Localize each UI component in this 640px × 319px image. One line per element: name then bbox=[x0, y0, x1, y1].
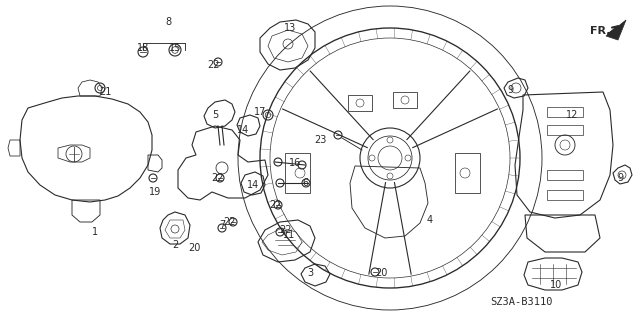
Text: 6: 6 bbox=[302, 178, 308, 188]
Text: 9: 9 bbox=[617, 173, 623, 183]
Text: 23: 23 bbox=[314, 135, 326, 145]
Text: 20: 20 bbox=[188, 243, 200, 253]
Text: 19: 19 bbox=[149, 187, 161, 197]
Text: 1: 1 bbox=[92, 227, 98, 237]
Text: 22: 22 bbox=[279, 225, 291, 235]
Text: 14: 14 bbox=[247, 180, 259, 190]
Polygon shape bbox=[606, 20, 626, 40]
Text: 12: 12 bbox=[566, 110, 578, 120]
Text: 2: 2 bbox=[172, 240, 178, 250]
Text: 9: 9 bbox=[507, 85, 513, 95]
Text: 14: 14 bbox=[237, 125, 249, 135]
Text: 11: 11 bbox=[283, 230, 295, 240]
Text: 22: 22 bbox=[269, 200, 281, 210]
Text: 5: 5 bbox=[212, 110, 218, 120]
Text: 13: 13 bbox=[284, 23, 296, 33]
Text: 18: 18 bbox=[137, 43, 149, 53]
Text: 15: 15 bbox=[169, 43, 181, 53]
Text: 22: 22 bbox=[212, 173, 224, 183]
Text: 7: 7 bbox=[219, 220, 225, 230]
Text: 16: 16 bbox=[289, 158, 301, 168]
Text: 3: 3 bbox=[307, 268, 313, 278]
Text: 4: 4 bbox=[427, 215, 433, 225]
Text: 17: 17 bbox=[254, 107, 266, 117]
Text: 22: 22 bbox=[224, 217, 236, 227]
Text: 10: 10 bbox=[550, 280, 562, 290]
Text: 22: 22 bbox=[207, 60, 220, 70]
Text: FR.: FR. bbox=[590, 26, 611, 36]
Text: SZ3A-B3110: SZ3A-B3110 bbox=[490, 297, 552, 307]
Text: 8: 8 bbox=[165, 17, 171, 27]
Text: 21: 21 bbox=[99, 87, 111, 97]
Text: 20: 20 bbox=[375, 268, 387, 278]
